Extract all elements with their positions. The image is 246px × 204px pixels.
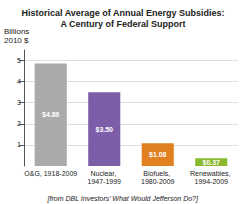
svg-text:1994-2009: 1994-2009	[195, 178, 229, 185]
svg-text:O&G, 1918-2009: O&G, 1918-2009	[24, 170, 77, 177]
svg-text:2: 2	[17, 120, 21, 127]
svg-text:$1.08: $1.08	[149, 151, 167, 159]
svg-text:2010 $: 2010 $	[4, 36, 29, 45]
svg-text:Historical Average of Annual E: Historical Average of Annual Energy Subs…	[21, 8, 224, 18]
svg-text:A Century of Federal Support: A Century of Federal Support	[60, 19, 185, 29]
svg-text:4: 4	[17, 78, 21, 85]
svg-text:1947-1999: 1947-1999	[88, 178, 122, 185]
svg-text:1980-2009: 1980-2009	[141, 178, 175, 185]
svg-text:$0.37: $0.37	[202, 159, 220, 167]
svg-text:3: 3	[17, 99, 21, 106]
svg-text:Billions: Billions	[4, 27, 29, 36]
svg-text:Nuclear,: Nuclear,	[90, 170, 118, 177]
svg-text:Renewables,: Renewables,	[190, 170, 232, 177]
svg-text:1: 1	[17, 141, 21, 148]
svg-text:5: 5	[17, 57, 21, 64]
svg-text:$4.86: $4.86	[42, 111, 60, 119]
svg-text:$3.50: $3.50	[95, 126, 113, 134]
svg-text:[from DBL Investors’ What Woul: [from DBL Investors’ What Would Jefferso…	[47, 195, 199, 203]
svg-text:Biofuels,: Biofuels,	[143, 170, 172, 177]
